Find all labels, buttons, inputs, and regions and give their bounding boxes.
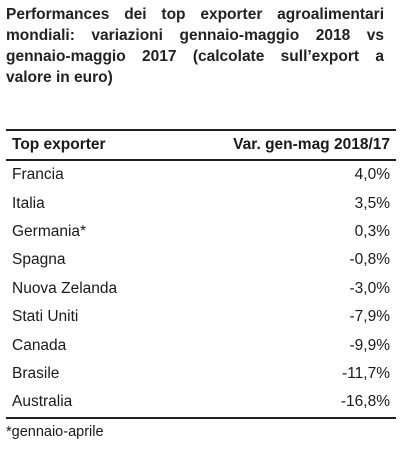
table-row: Nuova Zelanda -3,0%	[6, 275, 396, 303]
country-cell: Australia	[6, 388, 166, 419]
country-cell: Brasile	[12, 364, 60, 382]
variation-cell: -9,9%	[349, 336, 391, 354]
table-row: Italia 3,5%	[6, 189, 396, 217]
country-cell: Stati Uniti	[12, 308, 79, 326]
table-header-row: Top exporter Var. gen-mag 2018/17	[6, 129, 396, 161]
header-country: Top exporter	[6, 129, 166, 161]
table-row: Brasile -11,7%	[6, 360, 396, 388]
header-variation: Var. gen-mag 2018/17	[165, 129, 396, 161]
country-cell: Germania*	[12, 222, 87, 240]
variation-cell: -0,8%	[349, 251, 391, 269]
variation-cell: 0,3%	[354, 222, 390, 240]
variation-cell: -16,8%	[165, 388, 396, 419]
table-row: Stati Uniti -7,9%	[6, 303, 396, 331]
variation-cell: -3,0%	[349, 279, 391, 297]
country-cell: Francia	[12, 166, 64, 184]
table-row: Spagna -0,8%	[6, 246, 396, 274]
country-cell: Nuova Zelanda	[12, 279, 118, 297]
table-row: Australia -16,8%	[6, 388, 396, 419]
footnote: *gennaio-aprile	[6, 424, 104, 440]
table-row: Francia 4,0%	[6, 160, 396, 189]
table-row: Germania* 0,3%	[6, 218, 396, 246]
variation-cell: 3,5%	[354, 194, 390, 212]
variation-cell: 4,0%	[354, 166, 390, 184]
variation-cell: -11,7%	[342, 364, 390, 382]
country-cell: Spagna	[12, 251, 66, 269]
country-cell: Canada	[12, 336, 67, 354]
table-title: Performances dei top exporter agroalimen…	[6, 6, 384, 86]
country-cell: Italia	[12, 194, 45, 212]
exporter-table: Top exporter Var. gen-mag 2018/17 Franci…	[6, 129, 396, 419]
exporter-table-container: Top exporter Var. gen-mag 2018/17 Franci…	[6, 129, 396, 419]
table-row: Canada -9,9%	[6, 331, 396, 359]
variation-cell: -7,9%	[349, 308, 391, 326]
